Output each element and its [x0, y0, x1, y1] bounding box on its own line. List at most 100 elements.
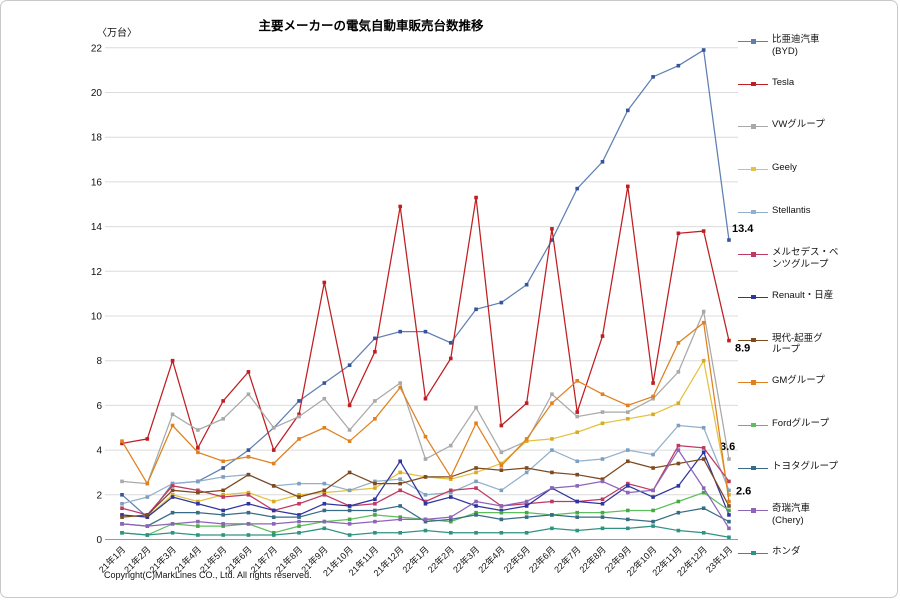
x-tick-label: 22年8月	[577, 544, 608, 575]
legend-label: VWグループ	[772, 119, 825, 131]
data-point-marker	[373, 508, 377, 513]
data-point-marker	[423, 493, 428, 497]
data-point-marker	[398, 385, 402, 390]
data-point-marker	[575, 186, 580, 191]
data-point-marker	[271, 461, 276, 466]
legend-item-5: Stellantis	[738, 205, 890, 218]
data-point-marker	[448, 356, 453, 361]
data-point-marker	[524, 470, 529, 475]
data-point-marker	[676, 461, 681, 466]
legend-marker-icon	[738, 504, 768, 516]
data-point-marker	[297, 524, 301, 528]
data-point-marker	[297, 414, 301, 419]
legend-label: 現代-起亜グ ループ	[772, 332, 823, 356]
data-point-marker	[727, 526, 731, 531]
data-point-marker	[575, 510, 580, 515]
data-point-marker	[575, 528, 580, 533]
data-point-marker	[676, 341, 681, 345]
data-point-marker	[120, 493, 124, 497]
series-3: 3.6	[120, 309, 735, 486]
data-point-marker	[626, 517, 630, 522]
data-point-marker	[727, 508, 731, 513]
data-point-marker	[221, 524, 225, 528]
data-point-marker	[347, 517, 352, 522]
legend-item-10: Fordグループ	[738, 418, 890, 431]
data-point-marker	[474, 486, 478, 490]
data-point-marker	[448, 519, 453, 524]
data-point-marker	[170, 495, 175, 499]
legend-marker-icon	[738, 334, 768, 346]
data-point-marker	[271, 425, 276, 430]
data-point-marker	[448, 517, 453, 522]
data-point-marker	[120, 441, 124, 446]
data-point-marker	[297, 513, 301, 517]
data-point-marker	[145, 524, 150, 528]
data-point-marker	[524, 466, 529, 470]
data-point-marker	[550, 486, 554, 490]
series-line	[121, 448, 730, 529]
x-tick-label: 23年1月	[703, 544, 734, 575]
y-tick-label: 8	[96, 356, 102, 367]
data-point-marker	[474, 405, 478, 410]
x-tick-label: 22年2月	[425, 544, 456, 575]
data-point-marker	[727, 499, 731, 504]
data-point-marker	[297, 495, 301, 499]
data-point-marker	[575, 459, 580, 464]
data-point-marker	[474, 421, 478, 426]
legend-marker-icon	[738, 78, 768, 90]
data-point-marker	[297, 493, 301, 497]
data-point-marker	[120, 479, 124, 484]
data-point-marker	[297, 515, 301, 519]
data-point-marker	[398, 515, 402, 519]
data-point-marker	[271, 533, 276, 537]
data-point-marker	[727, 238, 731, 242]
data-point-marker	[524, 499, 529, 504]
data-point-marker	[550, 437, 554, 441]
legend-item-4: Geely	[738, 162, 890, 175]
data-point-marker	[322, 488, 327, 493]
data-point-marker	[550, 526, 554, 531]
legend-item-12: 奇瑞汽車 (Chery)	[738, 503, 890, 527]
data-point-marker	[676, 448, 681, 452]
data-point-marker	[474, 470, 478, 475]
data-point-marker	[575, 472, 580, 477]
data-point-marker	[499, 510, 504, 515]
data-point-marker	[246, 370, 251, 374]
data-point-marker	[626, 484, 630, 488]
data-point-marker	[676, 510, 681, 515]
data-point-marker	[474, 513, 478, 517]
data-point-marker	[322, 481, 327, 486]
data-point-marker	[651, 524, 655, 528]
data-point-marker	[347, 508, 352, 513]
data-point-marker	[600, 334, 605, 338]
data-point-marker	[398, 504, 402, 508]
data-point-marker	[347, 428, 352, 432]
y-axis-tick-labels: 0 2 4 6 8 10 12 14 16 18 20 22	[91, 43, 103, 546]
data-point-marker	[727, 457, 731, 461]
data-point-marker	[651, 452, 655, 457]
data-point-marker	[423, 434, 428, 439]
data-point-marker	[727, 338, 731, 343]
data-point-marker	[170, 484, 175, 488]
data-point-marker	[322, 508, 327, 513]
data-point-marker	[499, 508, 504, 513]
data-point-marker	[170, 481, 175, 486]
chart-legend: 比亜迪汽車 (BYD) Tesla VWグループ Geely Stellantis メルセデ…	[734, 1, 896, 597]
data-point-marker	[651, 495, 655, 499]
data-point-marker	[271, 515, 276, 519]
y-tick-label: 14	[91, 222, 103, 233]
data-point-marker	[575, 379, 580, 383]
data-point-marker	[727, 504, 731, 508]
data-point-marker	[398, 481, 402, 486]
data-point-marker	[701, 486, 706, 490]
legend-marker-icon	[738, 419, 768, 431]
end-value-label: 2.6	[736, 485, 751, 497]
data-point-marker	[474, 499, 478, 504]
data-point-marker	[448, 530, 453, 535]
data-point-marker	[373, 530, 377, 535]
series-11	[120, 504, 731, 528]
data-point-marker	[575, 430, 580, 435]
data-point-marker	[322, 490, 327, 495]
data-point-marker	[373, 481, 377, 486]
data-point-marker	[145, 513, 150, 517]
